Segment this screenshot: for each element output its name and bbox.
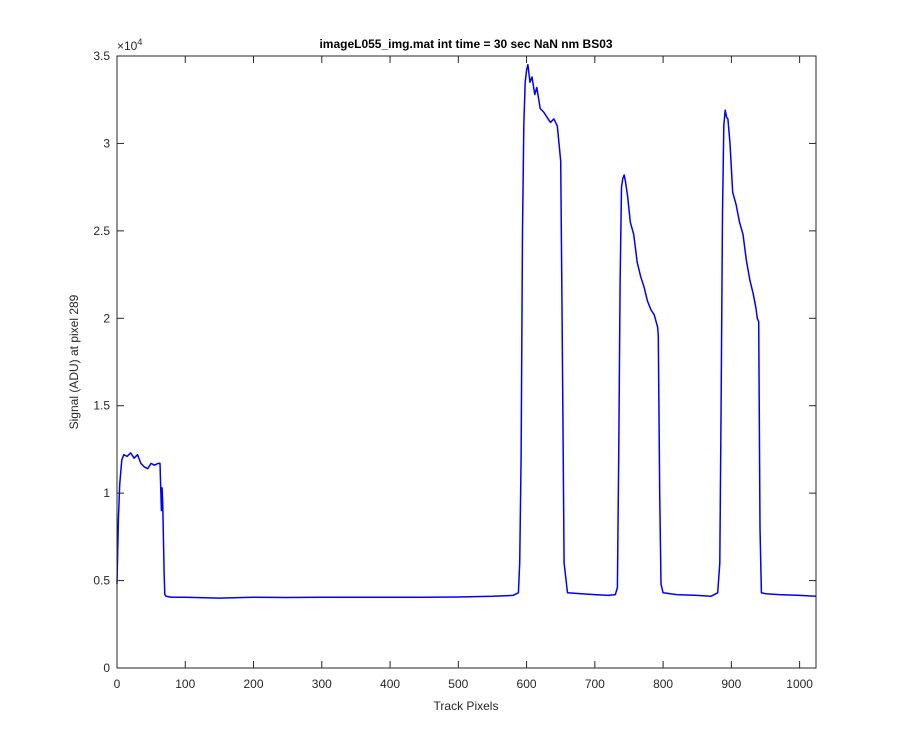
y-tick-label: 1.5	[93, 399, 110, 413]
x-tick-label: 100	[175, 677, 195, 691]
plot-area-background	[117, 56, 816, 668]
series-layer	[116, 63, 817, 599]
x-tick-label: 500	[448, 677, 468, 691]
x-tick-label: 1000	[786, 677, 813, 691]
x-tick-label: 200	[244, 677, 264, 691]
x-tick-label: 700	[585, 677, 605, 691]
x-tick-label: 900	[721, 677, 741, 691]
x-axis-ticks: 0 100 200 300 400 500 600 700 800 900 1000	[114, 56, 813, 691]
y-tick-label: 0.5	[93, 574, 110, 588]
x-axis-label: Track Pixels	[434, 699, 499, 713]
x-tick-label: 0	[114, 677, 121, 691]
x-tick-label: 400	[380, 677, 400, 691]
y-axis-exponent: ×104	[117, 37, 142, 53]
y-tick-label: 2	[103, 311, 110, 325]
y-axis-ticks: 0 0.5 1 1.5 2 2.5 3 3.5	[93, 49, 816, 675]
x-tick-label: 600	[517, 677, 537, 691]
y-tick-label: 3	[103, 136, 110, 150]
plot-area-box	[116, 55, 817, 669]
chart-title: imageL055_img.mat int time = 30 sec NaN …	[319, 37, 612, 51]
x-tick-label: 300	[312, 677, 332, 691]
y-tick-label: 1	[103, 486, 110, 500]
y-tick-label: 2.5	[93, 224, 110, 238]
x-tick-label: 800	[653, 677, 673, 691]
y-axis-label: Signal (ADU) at pixel 289	[67, 294, 81, 429]
y-tick-label: 3.5	[93, 49, 110, 63]
series-line-0	[116, 63, 817, 599]
y-tick-label: 0	[103, 661, 110, 675]
